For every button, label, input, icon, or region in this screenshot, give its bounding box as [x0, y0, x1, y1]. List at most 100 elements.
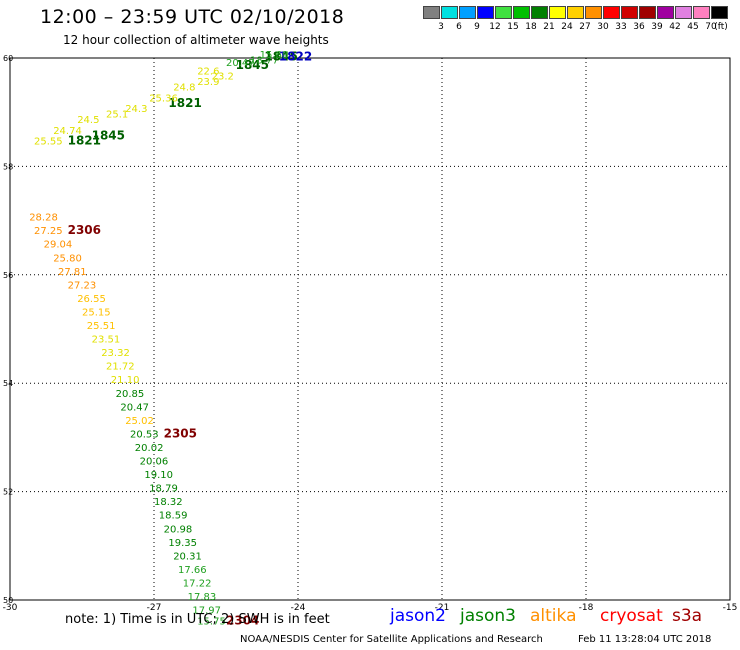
wave-height-label: 25.55: [34, 137, 63, 148]
legend-tick-label: 18: [525, 22, 537, 32]
wave-height-label: 15.75: [197, 616, 226, 627]
legend-swatch: [513, 6, 530, 19]
legend-tick-label: 42: [669, 22, 681, 32]
y-tick-label: 50: [3, 596, 13, 605]
wave-height-label: 25.15: [82, 307, 111, 318]
wave-height-label: 15.68: [260, 50, 289, 61]
wave-height-label: 19.10: [144, 470, 173, 481]
legend-tick-label: 12: [489, 22, 501, 32]
wave-height-label: 27.25: [34, 226, 63, 237]
x-tick-label: -30: [3, 603, 18, 613]
wave-height-label: 17.22: [183, 578, 212, 589]
legend-swatch: [441, 6, 458, 19]
legend-swatch: [603, 6, 620, 19]
x-tick-label: -18: [579, 603, 594, 613]
wave-height-label: 18.59: [159, 511, 188, 522]
wave-height-label: 20.53: [130, 429, 159, 440]
wave-height-label: 20.98: [164, 524, 193, 535]
footer-note: note: 1) Time is in UTC; 2) SWH is in fe…: [65, 612, 330, 627]
wave-height-label: 19.35: [168, 538, 197, 549]
wave-height-label: 20.47: [120, 402, 149, 413]
legend-tick-label: 21: [543, 22, 555, 32]
legend-swatch: [675, 6, 692, 19]
wave-height-label: 23.2: [212, 72, 234, 83]
legend-swatch: [585, 6, 602, 19]
wave-height-label: 23.51: [92, 335, 121, 346]
legend-tick-label: 30: [597, 22, 609, 32]
wave-height-label: 25.1: [106, 110, 128, 121]
legend-swatch: [549, 6, 566, 19]
legend-swatch: [693, 6, 710, 19]
wave-height-label: 23.9: [197, 77, 219, 88]
map-title: 12:00 – 23:59 UTC 02/10/2018: [40, 6, 345, 28]
legend-swatch: [711, 6, 728, 19]
x-tick-label: -27: [147, 603, 162, 613]
wave-height-label: 22.6: [197, 66, 219, 77]
legend-tick-label: 3: [438, 22, 444, 32]
wave-height-label: 27.81: [58, 267, 87, 278]
wave-height-label: 26.55: [77, 294, 106, 305]
satellite-jason2: jason2: [390, 606, 446, 626]
satellite-altika: altika: [530, 606, 577, 626]
legend-swatch: [657, 6, 674, 19]
time-label: 1821: [168, 96, 201, 110]
time-label: 2306: [68, 223, 101, 237]
legend-tick-label: 70: [705, 22, 717, 32]
wave-height-label: 20.47: [226, 58, 255, 69]
legend-swatch: [459, 6, 476, 19]
wave-height-label: 24.74: [53, 126, 82, 137]
legend-tick-label: 27: [579, 22, 591, 32]
legend-tick-label: 15: [507, 22, 519, 32]
legend-tick-label: 45: [687, 22, 699, 32]
legend-swatch: [477, 6, 494, 19]
credit-text: NOAA/NESDIS Center for Satellite Applica…: [240, 634, 543, 645]
x-tick-label: -21: [435, 603, 450, 613]
wave-height-label: 20.31: [173, 551, 202, 562]
time-label: 1845: [92, 128, 125, 142]
wave-height-label: 29.04: [44, 240, 73, 251]
time-label: 1845: [264, 50, 297, 64]
wave-height-label: 20.85: [116, 389, 145, 400]
wave-height-label: 20.02: [135, 443, 164, 454]
legend-swatch: [621, 6, 638, 19]
y-tick-label: 56: [3, 271, 13, 280]
legend-tick-label: 39: [651, 22, 663, 32]
wave-height-label: 25.80: [53, 253, 82, 264]
wave-height-label: 21.10: [111, 375, 140, 386]
y-tick-label: 60: [3, 54, 13, 63]
wave-height-label: 17.97: [192, 606, 221, 617]
wave-height-label: 25.51: [87, 321, 116, 332]
y-tick-label: 52: [3, 488, 13, 497]
x-tick-label: -24: [291, 603, 306, 613]
legend-swatch: [423, 6, 440, 19]
legend-tick-label: 6: [456, 22, 462, 32]
wave-height-label: 25.02: [125, 416, 154, 427]
wave-height-label: 18.32: [154, 497, 183, 508]
time-label: 1821: [68, 134, 101, 148]
time-label: 2305: [164, 426, 197, 440]
wave-height-label: 24.3: [125, 104, 147, 115]
wave-height-label: 23.32: [101, 348, 130, 359]
wave-height-label: 27.23: [68, 280, 97, 291]
time-label: 1845: [236, 58, 269, 72]
y-tick-label: 54: [3, 379, 13, 388]
satellite-s3a: s3a: [672, 606, 703, 626]
legend-tick-label: 9: [474, 22, 480, 32]
wave-height-label: 28.28: [29, 213, 58, 224]
wave-height-label: 21.72: [106, 362, 135, 373]
legend-swatch: [495, 6, 512, 19]
legend-tick-label: 36: [633, 22, 645, 32]
legend-swatch: [567, 6, 584, 19]
wave-height-label: 24.5: [77, 115, 99, 126]
legend-swatch: [531, 6, 548, 19]
map-subtitle: 12 hour collection of altimeter wave hei…: [63, 33, 329, 47]
legend-swatch: [639, 6, 656, 19]
time-label: 2304: [226, 613, 259, 627]
legend-tick-label: 33: [615, 22, 627, 32]
x-tick-label: -15: [723, 603, 738, 613]
satellite-jason3: jason3: [460, 606, 516, 626]
legend-tick-label: 24: [561, 22, 573, 32]
wave-height-label: 18.77: [250, 55, 279, 66]
time-label: 1822: [279, 50, 312, 64]
